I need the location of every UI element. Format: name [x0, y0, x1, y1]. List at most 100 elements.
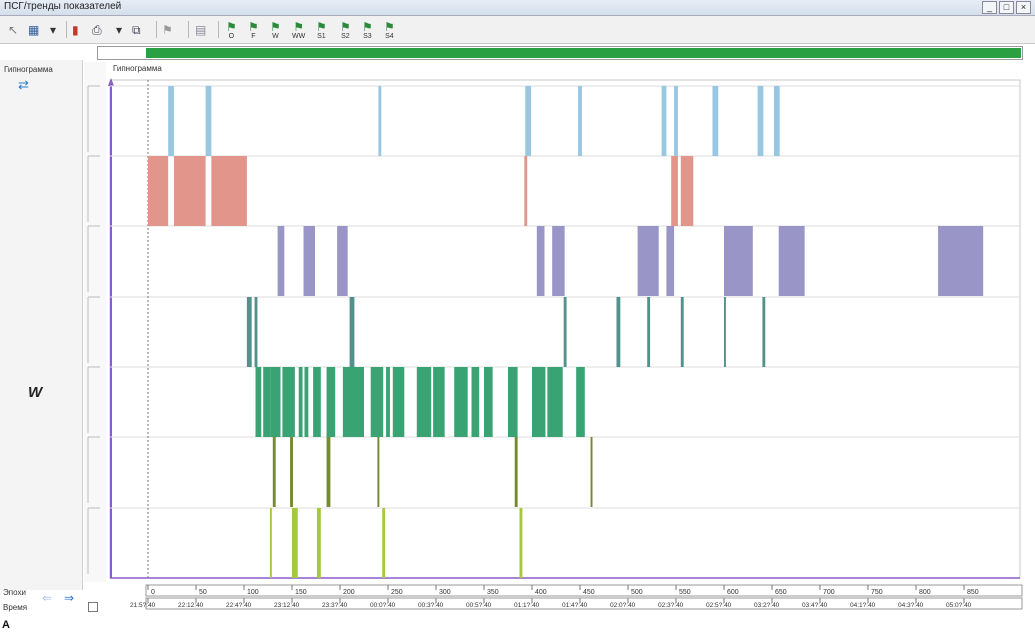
stage-s3-button[interactable]: ⚑ S3 [362, 20, 373, 40]
stage-s4-button[interactable]: ⚑ S4 [384, 20, 395, 40]
hypnogram-bar [168, 86, 174, 156]
hypnogram-bar [762, 297, 766, 367]
hypnogram-bar [255, 367, 262, 437]
hypnogram-bar [525, 86, 532, 156]
hypnogram-bar [270, 367, 281, 437]
time-tick-label: 23:3?:40 [322, 602, 348, 609]
grid-icon: ▤ [195, 23, 207, 37]
grid-button[interactable]: ▤ [195, 20, 206, 40]
hypnogram-bar [326, 437, 331, 507]
button-label: W [272, 32, 279, 40]
time-tick-label: 22:12:40 [178, 602, 204, 609]
stage-flag-icon: ⚑ [384, 19, 395, 34]
minimize-button[interactable]: _ [982, 1, 997, 14]
chevron-down-icon: ▾ [116, 23, 123, 37]
hypnogram-bar [647, 297, 651, 367]
button-label: S2 [341, 32, 350, 40]
button-label: F [251, 32, 256, 40]
hypnogram-bar [326, 367, 336, 437]
time-tick-label: 03:2?:40 [754, 602, 780, 609]
hypnogram-bar [938, 226, 984, 296]
hypnogram-bar [757, 86, 764, 156]
time-label: Время [3, 603, 28, 612]
time-tick-label: 03:4?:40 [802, 602, 828, 609]
hypnogram-bar [416, 367, 432, 437]
hypnogram-bar [552, 226, 565, 296]
maximize-button[interactable]: □ [999, 1, 1014, 14]
stage-f-button[interactable]: ⚑ F [248, 20, 259, 40]
epoch-tick-label: 850 [967, 589, 979, 596]
window-button[interactable]: ⧉ [132, 20, 141, 40]
hypnogram-bar [616, 297, 621, 367]
cursor-icon: ↖ [8, 23, 19, 37]
flag-icon: ⚑ [162, 23, 173, 37]
hypnogram-bar [674, 86, 678, 156]
chart-icon: ▦ [28, 23, 40, 37]
overview-scrollbar[interactable] [97, 46, 1023, 60]
hypnogram-bar [370, 367, 384, 437]
epoch-tick-label: 450 [583, 589, 595, 596]
epoch-tick-label: 700 [823, 589, 835, 596]
epoch-tick-label: 300 [439, 589, 451, 596]
epoch-tick-label: 50 [199, 589, 207, 596]
stage-w-button[interactable]: ⚑ W [270, 20, 281, 40]
dropdown-arrow-button[interactable]: ▾ [50, 20, 56, 40]
hypnogram-bar [578, 86, 582, 156]
hypnogram-bar [433, 367, 445, 437]
epoch-tick-label: 650 [775, 589, 787, 596]
scroll-left-icon[interactable]: ⇐ [42, 591, 53, 605]
window-title: ПСГ/тренды показателей [4, 1, 122, 12]
hypnogram-bar [773, 86, 780, 156]
hypnogram-bar [712, 86, 719, 156]
epoch-tick-label: 550 [679, 589, 691, 596]
hypnogram-bar [454, 367, 468, 437]
left-panel-title: Гипнограмма [4, 65, 53, 74]
hypnogram-bar [304, 367, 309, 437]
stage-s2-button[interactable]: ⚑ S2 [340, 20, 351, 40]
epoch-tick-label: 350 [487, 589, 499, 596]
bar-chart-button[interactable]: ▮ [72, 20, 79, 40]
stage-o-button[interactable]: ⚑ O [226, 20, 237, 40]
window-controls: _ □ × [982, 1, 1031, 14]
time-tick-label: 01:1?:40 [514, 602, 540, 609]
expand-checkbox[interactable] [88, 602, 98, 612]
select-tool-button[interactable]: ↖ [8, 20, 18, 40]
flag-tool-button[interactable]: ⚑ [162, 20, 173, 40]
epoch-axis-box [145, 584, 1023, 597]
time-tick-label: 21:5?:40 [130, 602, 156, 609]
toolbar-separator [188, 21, 189, 38]
close-button[interactable]: × [1016, 1, 1031, 14]
time-axis-box [145, 597, 1023, 610]
time-tick-label: 05:0?:40 [946, 602, 972, 609]
bar-chart-icon: ▮ [72, 23, 79, 37]
hypnogram-bar [680, 156, 694, 226]
time-tick-label: 02:3?:40 [658, 602, 684, 609]
overview-scroll-thumb[interactable] [146, 48, 1021, 58]
hypnogram-bar [263, 367, 271, 437]
window-titlebar: ПСГ/тренды показателей _ □ × [0, 0, 1035, 16]
scroll-right-icon[interactable]: ⇒ [64, 591, 75, 605]
chart-settings-button[interactable]: ▦ [28, 20, 39, 40]
stage-ww-button[interactable]: ⚑ WW [292, 20, 305, 40]
stage-flag-icon: ⚑ [226, 19, 237, 34]
stage-s1-button[interactable]: ⚑ S1 [316, 20, 327, 40]
time-tick-label: 04:3?:40 [898, 602, 924, 609]
hypnogram-bar [282, 367, 295, 437]
hypnogram-bar [349, 297, 355, 367]
hypnogram-bar [576, 367, 585, 437]
epoch-tick-label: 150 [295, 589, 307, 596]
print-dropdown-button[interactable]: ▾ [116, 20, 122, 40]
swap-arrows-icon[interactable]: ⇄ [18, 77, 35, 92]
hypnogram-bar [590, 437, 593, 507]
printer-icon: ⎙ [92, 23, 102, 37]
graph-title: Гипнограмма [113, 64, 162, 73]
hypnogram-bar [484, 367, 493, 437]
hypnogram-bar [173, 156, 206, 226]
stage-flag-icon: ⚑ [293, 19, 304, 34]
print-button[interactable]: ⎙ [92, 20, 102, 40]
button-label: S3 [363, 32, 372, 40]
stage-flag-icon: ⚑ [270, 19, 281, 34]
hypnogram-bar [386, 367, 390, 437]
stage-flag-icon: ⚑ [340, 19, 351, 34]
